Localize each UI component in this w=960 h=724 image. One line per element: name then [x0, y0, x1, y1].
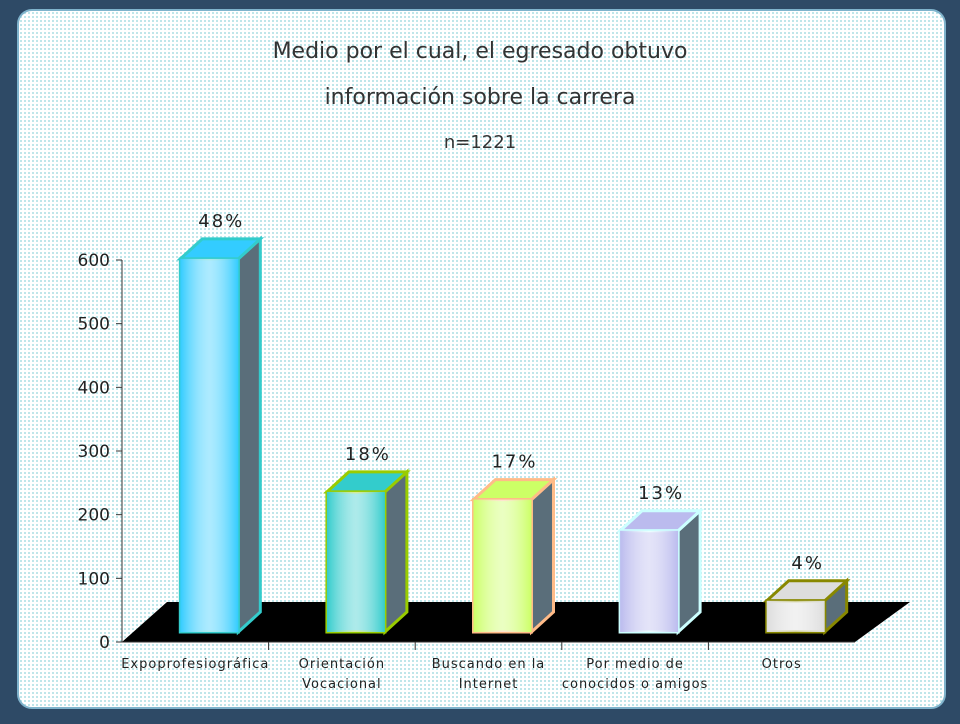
bar-shine [180, 258, 239, 632]
title-line: Medio por el cual, el egresado obtuvo [273, 39, 688, 64]
y-tick-label: 400 [78, 378, 110, 398]
x-tick-label: Buscando en la Internet [432, 657, 546, 692]
x-tick-label: Expoprofesiográfica [121, 657, 269, 672]
value-label: 17% [491, 452, 537, 473]
y-tick-label: 500 [78, 315, 110, 335]
bar-side [383, 468, 409, 636]
y-tick-label: 100 [78, 569, 110, 589]
subtitle: n=1221 [444, 132, 516, 153]
y-tick-label: 0 [99, 633, 110, 653]
value-label: 13% [638, 483, 684, 504]
bar-shine [473, 499, 532, 632]
value-label: 4% [791, 553, 824, 574]
bar-shine [620, 530, 679, 632]
bar-side [530, 476, 555, 636]
bar-shine [326, 491, 385, 632]
value-label: 18% [345, 444, 391, 465]
x-tick-label: Otros [762, 657, 802, 672]
x-tick-label: Orientación Vocacional [299, 657, 385, 692]
x-tick-label: Por medio de conocidos o amigos [562, 657, 708, 692]
y-tick-label: 600 [78, 251, 110, 271]
bar-shine [766, 600, 825, 632]
y-tick-label: 300 [78, 442, 110, 462]
value-label: 48% [198, 211, 244, 232]
y-tick-label: 200 [78, 506, 110, 526]
title-line: información sobre la carrera [325, 85, 636, 110]
bar-side [236, 235, 262, 636]
